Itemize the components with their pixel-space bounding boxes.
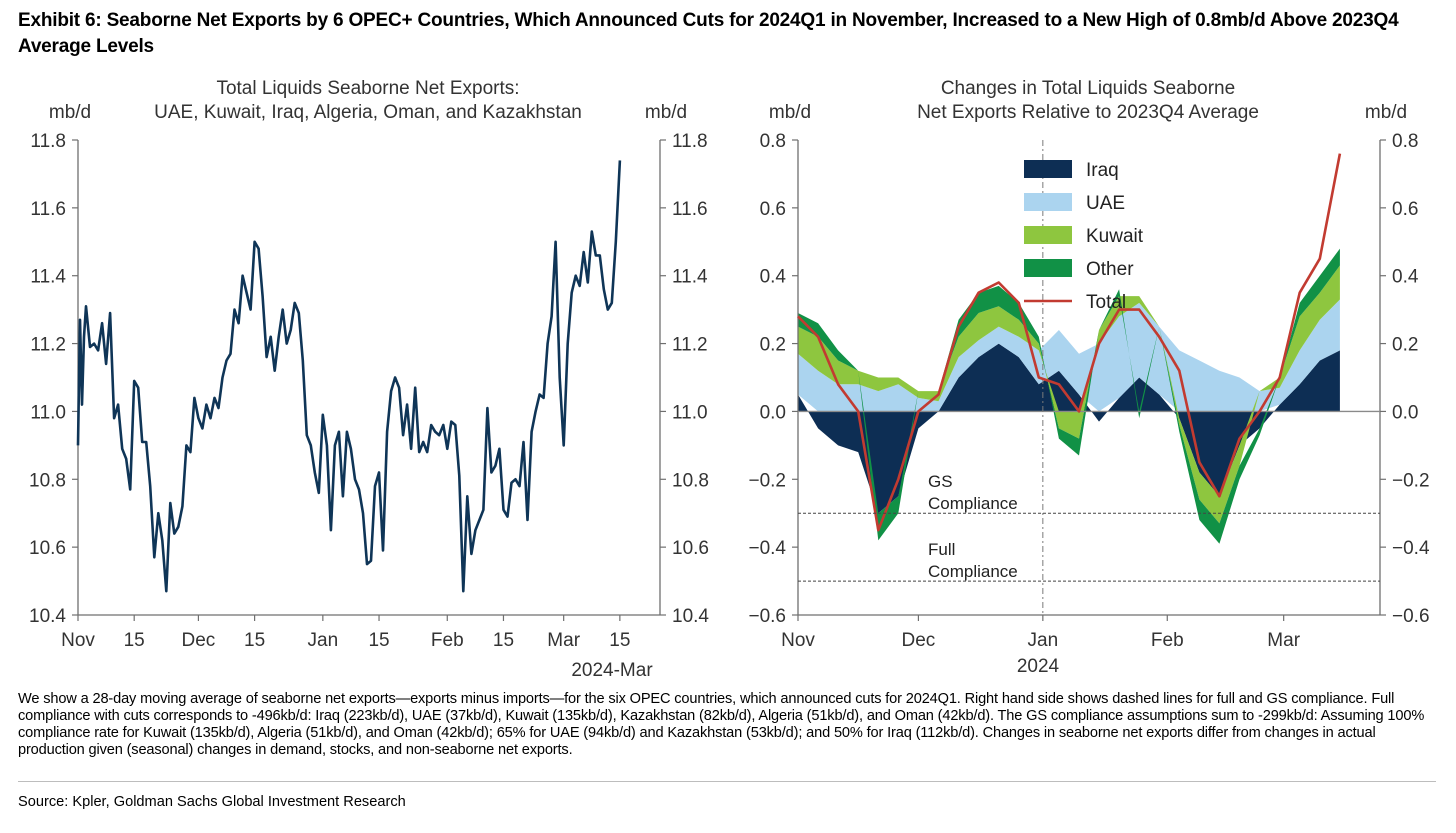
left-chart-xtick-label: Mar	[547, 630, 580, 651]
right-chart-reference-label: Compliance	[928, 494, 1018, 513]
left-chart-ytick-label-left: 10.8	[29, 470, 66, 491]
legend-label-total: Total	[1086, 292, 1126, 313]
left-chart-ytick-label-left: 11.8	[30, 131, 66, 152]
right-chart-legend: Iraq UAE Kuwait Other Total	[1024, 160, 1144, 313]
left-chart-xlabel: 2024-Mar	[571, 660, 653, 681]
right-chart-xtick-label: Feb	[1151, 630, 1184, 651]
right-chart-ytick-label-left: 0.6	[760, 199, 786, 220]
left-chart-ytick-label-right: 10.6	[672, 538, 709, 559]
legend-swatch-kuwait	[1024, 226, 1072, 244]
left-chart-ylabel-right: mb/d	[645, 102, 687, 123]
left-chart-xtick-label: Nov	[61, 630, 95, 651]
right-chart-ytick-label-right: 0.6	[1392, 199, 1418, 220]
left-chart-xtick-label: 15	[368, 630, 389, 651]
left-chart-ytick-label-left: 10.6	[29, 538, 66, 559]
right-chart-ytick-label-right: 0.4	[1392, 267, 1419, 288]
left-chart-xtick-label: Jan	[308, 630, 339, 651]
right-chart-reference-label: GS	[928, 472, 953, 491]
right-chart-xlabel: 2024	[1017, 656, 1060, 677]
left-chart-ytick-label-right: 11.6	[672, 199, 708, 220]
legend-label-iraq: Iraq	[1086, 160, 1119, 181]
left-chart-xtick-label: 15	[493, 630, 514, 651]
footer-divider	[18, 781, 1436, 782]
right-chart-ytick-label-right: −0.4	[1392, 538, 1430, 559]
right-chart-area-uae	[798, 299, 1340, 412]
right-chart-reference-label: Full	[928, 540, 955, 559]
right-chart-ytick-label-right: 0.0	[1392, 402, 1418, 423]
footnote: We show a 28-day moving average of seabo…	[18, 691, 1425, 758]
right-chart-ytick-label-left: −0.2	[748, 470, 786, 491]
right-chart-ytick-label-right: −0.2	[1392, 470, 1430, 491]
right-chart-xtick-label: Dec	[902, 630, 936, 651]
right-chart-axes: −0.6 −0.6 −0.4 −0.4 −0.2 −0.2 0.0 0.0 0.2 0.2 0.4 0…	[748, 131, 1429, 651]
exhibit-title: Exhibit 6: Seaborne Net Exports by 6 OPE…	[18, 10, 1399, 57]
left-chart-xtick-label: 15	[124, 630, 145, 651]
right-chart-total-line	[797, 153, 1342, 532]
charts-canvas: Total Liquids Seaborne Net Exports: UAE,…	[29, 78, 1430, 681]
left-chart-ytick-label-left: 11.4	[30, 267, 66, 288]
left-chart-ytick-label-left: 11.0	[30, 402, 66, 423]
legend-swatch-iraq	[1024, 160, 1072, 178]
left-chart-xtick-label: 15	[609, 630, 630, 651]
right-chart-ytick-label-right: 0.2	[1392, 335, 1418, 356]
legend-swatch-uae	[1024, 193, 1072, 211]
left-chart-ytick-label-left: 10.4	[29, 606, 66, 627]
right-chart-xtick-label: Nov	[781, 630, 815, 651]
left-chart-xtick-label: 15	[244, 630, 265, 651]
right-chart-reference-lines: GS Compliance Full Compliance	[798, 472, 1380, 582]
left-chart-axes: 10.4 10.4 10.6 10.6 10.8 10.8 11.0 11.0 11.2 11.2…	[29, 131, 709, 651]
left-chart-subtitle: UAE, Kuwait, Iraq, Algeria, Oman, and Ka…	[154, 102, 582, 123]
right-chart-xtick-label: Mar	[1267, 630, 1300, 651]
left-chart: Total Liquids Seaborne Net Exports: UAE,…	[29, 78, 709, 681]
right-chart-ytick-label-left: −0.6	[748, 606, 786, 627]
legend-swatch-other	[1024, 259, 1072, 277]
right-chart-ytick-label-left: 0.4	[760, 267, 787, 288]
right-chart: Changes in Total Liquids Seaborne Net Ex…	[748, 78, 1429, 677]
right-chart-ytick-label-left: 0.0	[760, 402, 786, 423]
right-chart-total-series	[797, 153, 1342, 532]
left-chart-ytick-label-right: 11.2	[672, 335, 708, 356]
right-chart-ytick-label-left: 0.8	[760, 131, 786, 152]
left-chart-ytick-label-left: 11.6	[30, 199, 66, 220]
right-chart-ytick-label-left: −0.4	[748, 538, 786, 559]
legend-label-uae: UAE	[1086, 193, 1125, 214]
right-chart-ytick-label-left: 0.2	[760, 335, 786, 356]
left-chart-title: Total Liquids Seaborne Net Exports:	[216, 78, 519, 99]
left-chart-ytick-label-left: 11.2	[30, 335, 66, 356]
right-chart-subtitle: Net Exports Relative to 2023Q4 Average	[917, 102, 1259, 123]
left-chart-ytick-label-right: 10.8	[672, 470, 709, 491]
left-chart-ytick-label-right: 11.4	[672, 267, 708, 288]
source-line: Source: Kpler, Goldman Sachs Global Inve…	[18, 794, 406, 810]
right-chart-xtick-label: Jan	[1028, 630, 1059, 651]
right-chart-ytick-label-right: −0.6	[1392, 606, 1430, 627]
right-chart-ylabel-right: mb/d	[1365, 102, 1407, 123]
legend-label-kuwait: Kuwait	[1086, 226, 1144, 247]
right-chart-ytick-label-right: 0.8	[1392, 131, 1418, 152]
right-chart-reference-label: Compliance	[928, 562, 1018, 581]
right-chart-ylabel-left: mb/d	[769, 102, 811, 123]
left-chart-xtick-label: Dec	[182, 630, 216, 651]
left-chart-line	[76, 160, 622, 593]
left-chart-ytick-label-right: 11.8	[672, 131, 708, 152]
left-chart-series	[76, 160, 622, 593]
left-chart-ylabel-left: mb/d	[49, 102, 91, 123]
left-chart-xtick-label: Feb	[431, 630, 464, 651]
right-chart-title: Changes in Total Liquids Seaborne	[941, 78, 1235, 99]
left-chart-ytick-label-right: 10.4	[672, 606, 709, 627]
legend-label-other: Other	[1086, 259, 1134, 280]
left-chart-ytick-label-right: 11.0	[672, 402, 708, 423]
